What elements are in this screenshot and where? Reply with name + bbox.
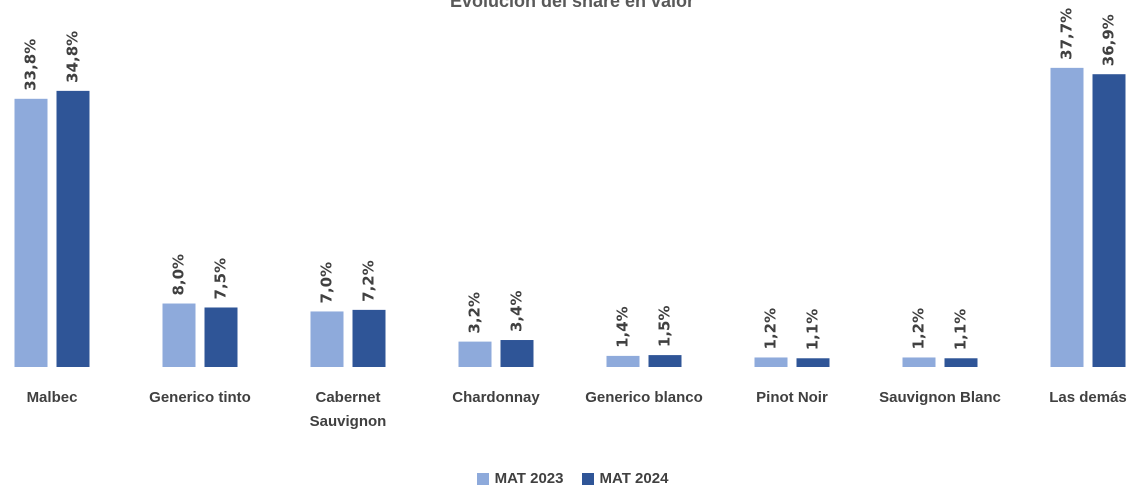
bar [14,98,48,367]
bar [310,311,344,367]
data-label: 37,7% [1058,8,1076,60]
data-label: 8,0% [170,254,188,296]
data-label: 7,0% [318,262,336,304]
chart-title: Evolución del share en valor [450,0,694,11]
data-label: 1,5% [656,305,674,347]
bar [458,341,492,367]
data-label: 7,5% [212,258,230,300]
data-label: 1,4% [614,306,632,348]
data-label: 7,2% [360,260,378,302]
legend-label: MAT 2024 [599,470,669,487]
data-label: 3,4% [508,290,526,332]
bar [754,357,788,367]
legend-swatch [476,472,489,485]
bar [56,90,90,367]
data-label: 34,8% [64,31,82,83]
x-tick-label: Las demás [1049,389,1127,406]
data-label: 3,2% [466,292,484,334]
x-tick-label: Generico tinto [149,389,251,406]
legend-label: MAT 2023 [494,470,564,487]
x-tick-label: Chardonnay [452,389,540,406]
x-tick-label: Pinot Noir [756,389,828,406]
bar [204,307,238,367]
legend-item: MAT 2024 [581,470,669,487]
bar [352,309,386,367]
legend-item: MAT 2023 [476,470,564,487]
bar [162,303,196,367]
bar [902,357,936,367]
x-tick-label: Generico blanco [585,389,703,406]
x-tick-label: Malbec [26,389,78,406]
bar [1050,67,1084,367]
legend: MAT 2023 MAT 2024 [0,470,1145,487]
data-label: 36,9% [1100,14,1118,66]
x-tick-label: Cabernet Sauvignon [309,389,387,430]
data-label: 1,2% [762,308,780,350]
data-label: 33,8% [22,39,40,91]
bar [648,355,682,367]
bar [1092,74,1126,368]
bar [606,355,640,367]
x-tick-label: Sauvignon Blanc [879,389,1001,406]
data-label: 1,2% [910,308,928,350]
data-label: 1,1% [952,309,970,351]
legend-swatch [581,472,594,485]
bar [500,340,534,367]
bar [796,358,830,367]
data-label: 1,1% [804,309,822,351]
bar [944,358,978,367]
